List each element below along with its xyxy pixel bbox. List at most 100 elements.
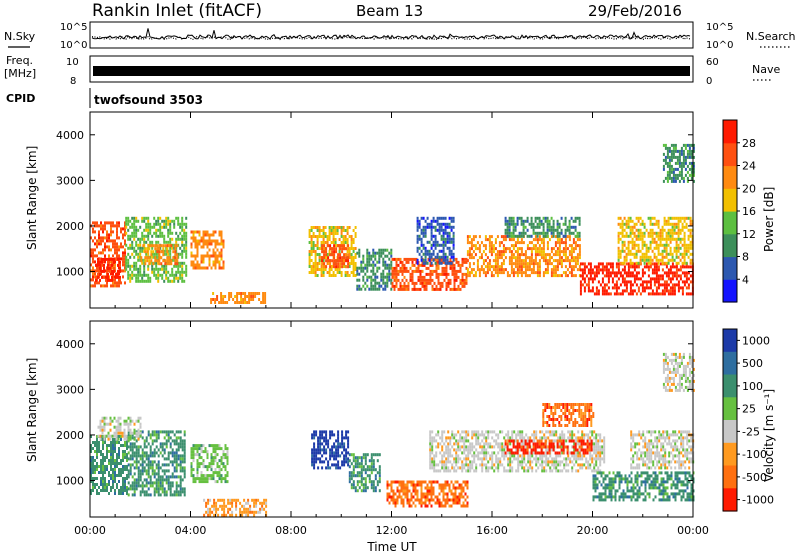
- heatmap-cell-0-2: [183, 237, 186, 241]
- heatmap-cell-0-3: [148, 262, 151, 266]
- heatmap-cell-0-10: [422, 246, 425, 250]
- heatmap-cell-1-4: [217, 498, 220, 502]
- heatmap-cell-0-10: [446, 234, 449, 238]
- heatmap-cell-0-2: [167, 234, 170, 238]
- heatmap-cell-0-11: [482, 268, 485, 272]
- heatmap-cell-0-6: [346, 274, 349, 277]
- heatmap-cell-0-13: [661, 283, 664, 287]
- heatmap-cell-1-3: [192, 447, 195, 451]
- heatmap-cell-0-11: [570, 256, 573, 260]
- heatmap-cell-1-4: [259, 510, 262, 514]
- heatmap-cell-0-14: [651, 249, 654, 253]
- heatmap-cell-0-6: [348, 274, 351, 277]
- heatmap-cell-1-3: [218, 447, 221, 451]
- heatmap-cell-0-10: [452, 231, 455, 235]
- heatmap-cell-0-12: [510, 219, 513, 223]
- heatmap-cell-1-1: [157, 487, 160, 491]
- heatmap-cell-0-14: [677, 222, 680, 226]
- heatmap-cell-0-6: [326, 262, 329, 265]
- heatmap-cell-0-8: [358, 278, 361, 282]
- heatmap-cell-0-2: [127, 228, 130, 232]
- heatmap-cell-1-5: [345, 430, 348, 434]
- heatmap-cell-1-3: [198, 456, 201, 460]
- heatmap-cell-1-2: [107, 422, 110, 426]
- heatmap-cell-1-0: [98, 465, 100, 468]
- heatmap-cell-0-1: [97, 257, 99, 261]
- heatmap-cell-0-3: [146, 259, 149, 263]
- heatmap-cell-1-3: [200, 456, 203, 460]
- heatmap-cell-1-1: [171, 439, 174, 443]
- heatmap-cell-0-12: [548, 219, 551, 223]
- heatmap-cell-0-14: [661, 249, 664, 253]
- heatmap-cell-0-14: [681, 222, 684, 226]
- heatmap-cell-0-5: [222, 301, 225, 304]
- heatmap-cell-1-1: [169, 445, 172, 449]
- heatmap-cell-0-14: [665, 261, 668, 265]
- heatmap-cell-1-6: [364, 456, 367, 460]
- heatmap-cell-0-11: [502, 253, 505, 257]
- heatmap-cell-1-1: [179, 463, 182, 467]
- heatmap-cell-0-13: [641, 283, 644, 287]
- heatmap-cell-0-6: [340, 226, 343, 229]
- heatmap-cell-0-15: [686, 170, 689, 174]
- heatmap-cell-0-2: [185, 267, 188, 271]
- heatmap-cell-0-15: [672, 152, 675, 156]
- heatmap-cell-0-1: [111, 257, 113, 261]
- heatmap-cell-1-3: [226, 462, 229, 466]
- heatmap-cell-0-7: [343, 259, 346, 263]
- heatmap-cell-1-0: [92, 456, 94, 459]
- heatmap-cell-0-11: [496, 274, 499, 278]
- heatmap-cell-0-6: [310, 271, 313, 274]
- heatmap-cell-0-13: [669, 277, 672, 281]
- heatmap-cell-1-1: [165, 475, 168, 479]
- heatmap-cell-0-9: [443, 278, 446, 282]
- heatmap-cell-1-0: [118, 453, 120, 456]
- heatmap-cell-0-9: [459, 278, 462, 282]
- heatmap-cell-1-1: [161, 487, 164, 491]
- heatmap-cell-1-1: [139, 493, 142, 497]
- heatmap-cell-1-1: [167, 481, 170, 485]
- heatmap-cell-1-7: [406, 489, 409, 493]
- heatmap-cell-0-2: [135, 261, 138, 265]
- heatmap-cell-0-11: [508, 259, 511, 263]
- heatmap-cell-0-13: [645, 262, 648, 266]
- heatmap-cell-0-15: [686, 149, 689, 153]
- heatmap-cell-0-12: [548, 222, 551, 226]
- heatmap-cell-0-2: [177, 270, 180, 274]
- heatmap-cell-1-7: [418, 483, 421, 487]
- heatmap-cell-1-4: [245, 513, 248, 517]
- heatmap-cell-0-10: [416, 240, 419, 244]
- heatmap-cell-0-10: [418, 219, 421, 223]
- heatmap-cell-0-0: [112, 242, 114, 246]
- heatmap-cell-0-2: [163, 237, 166, 241]
- heatmap-cell-0-13: [617, 262, 620, 266]
- heatmap-cell-1-2: [125, 422, 128, 426]
- heatmap-cell-0-11: [490, 241, 493, 245]
- heatmap-cell-0-10: [446, 231, 449, 235]
- heatmap-cell-0-11: [572, 265, 575, 269]
- heatmap-cell-0-11: [520, 250, 523, 254]
- heatmap-cell-0-2: [149, 225, 152, 229]
- heatmap-cell-1-1: [131, 454, 134, 458]
- heatmap-cell-0-10: [430, 228, 433, 232]
- heatmap-cell-1-4: [237, 498, 240, 502]
- heatmap-cell-1-0: [126, 444, 128, 447]
- heatmap-cell-0-9: [447, 284, 450, 288]
- heatmap-cell-1-1: [181, 460, 184, 464]
- heatmap-cell-0-10: [436, 240, 439, 244]
- heatmap-cell-1-7: [392, 495, 395, 499]
- heatmap-cell-0-13: [597, 265, 600, 269]
- heatmap-cell-0-5: [230, 292, 233, 295]
- heatmap-cell-0-12: [572, 225, 575, 229]
- heatmap-cell-1-1: [153, 490, 156, 494]
- heatmap-cell-1-2: [103, 416, 106, 420]
- heatmap-cell-0-2: [181, 255, 184, 259]
- heatmap-cell-0-2: [179, 222, 182, 226]
- heatmap-cell-1-6: [360, 477, 363, 481]
- heatmap-cell-0-7: [325, 247, 328, 251]
- heatmap-cell-0-14: [671, 252, 674, 256]
- heatmap-cell-0-10: [444, 255, 447, 259]
- heatmap-cell-1-1: [163, 451, 166, 455]
- heatmap-cell-0-11: [466, 259, 469, 263]
- heatmap-cell-0-15: [690, 143, 693, 147]
